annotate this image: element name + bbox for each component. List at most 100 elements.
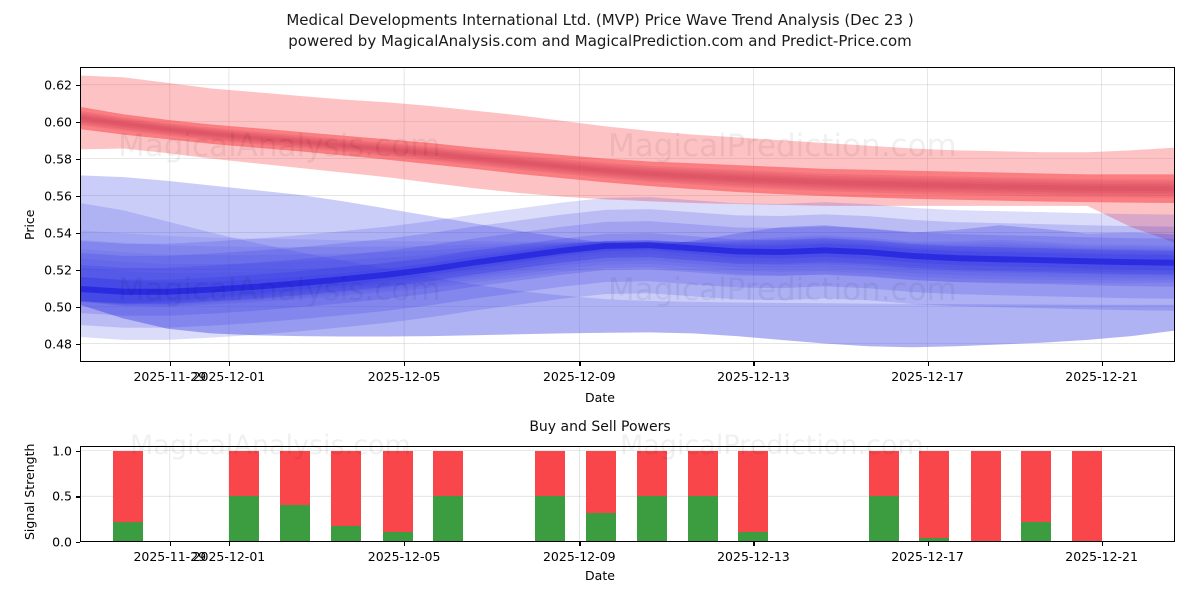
price-y-tickmark bbox=[76, 84, 80, 87]
signal-bar[interactable] bbox=[113, 450, 144, 542]
signal-x-axis-title: Date bbox=[585, 568, 615, 583]
signal-x-tick-label: 2025-12-21 bbox=[1065, 549, 1138, 564]
price-y-tick-label: 0.50 bbox=[44, 299, 72, 315]
buy-power-segment bbox=[919, 538, 950, 542]
price-x-tick-label: 2025-12-17 bbox=[891, 369, 964, 384]
price-x-tickmark bbox=[927, 362, 929, 366]
buy-power-segment bbox=[113, 521, 144, 542]
price-y-tickmark bbox=[76, 121, 80, 123]
price-x-tick-label: 2025-12-09 bbox=[542, 369, 616, 384]
signal-plot-area bbox=[80, 446, 1175, 542]
sell-power-segment bbox=[534, 450, 565, 497]
buy-power-segment bbox=[688, 496, 719, 542]
buy-power-segment bbox=[279, 505, 310, 542]
sell-power-segment bbox=[586, 450, 617, 513]
price-y-tick-label: 0.62 bbox=[44, 77, 72, 93]
signal-bar[interactable] bbox=[1072, 450, 1103, 542]
sell-power-segment bbox=[113, 450, 144, 522]
signal-x-tickmark bbox=[927, 542, 929, 546]
signal-bar[interactable] bbox=[432, 450, 463, 542]
signal-bar[interactable] bbox=[229, 450, 260, 542]
price-x-tick-label: 2025-11-29 bbox=[133, 369, 207, 384]
signal-x-tickmark bbox=[228, 542, 231, 546]
price-y-tickmark bbox=[76, 232, 80, 234]
signal-bar[interactable] bbox=[919, 450, 950, 542]
chart-title-main: Medical Developments International Ltd. … bbox=[286, 11, 914, 29]
buy-sell-powers-chart[interactable] bbox=[80, 446, 1175, 542]
price-y-tick-label: 0.52 bbox=[44, 262, 72, 278]
price-y-tick-label: 0.54 bbox=[44, 225, 72, 241]
signal-bar[interactable] bbox=[636, 450, 667, 542]
signal-bars-container bbox=[80, 446, 1175, 542]
price-x-tickmark bbox=[228, 362, 231, 366]
price-x-axis-title: Date bbox=[585, 390, 615, 405]
price-y-tickmark bbox=[76, 306, 80, 308]
signal-x-tick-label: 2025-12-05 bbox=[367, 549, 441, 564]
price-bands-svg bbox=[80, 67, 1175, 362]
sell-power-segment bbox=[970, 450, 1001, 542]
signal-bar[interactable] bbox=[688, 450, 719, 542]
buy-power-segment bbox=[382, 531, 413, 542]
signal-bar[interactable] bbox=[586, 450, 617, 542]
signal-bar[interactable] bbox=[534, 450, 565, 542]
price-x-tickmark bbox=[1101, 362, 1103, 366]
sell-power-segment bbox=[229, 450, 260, 497]
price-y-tickmark bbox=[76, 269, 80, 271]
price-y-tick-label: 0.58 bbox=[44, 151, 72, 167]
price-y-axis-title: Price bbox=[22, 209, 37, 241]
buy-power-segment bbox=[331, 526, 362, 542]
price-y-tickmark bbox=[76, 158, 80, 160]
signal-x-tick-label: 2025-12-01 bbox=[192, 549, 266, 564]
price-x-tickmark bbox=[404, 362, 406, 366]
signal-x-tickmark bbox=[753, 542, 755, 546]
buy-power-segment bbox=[229, 496, 260, 542]
signal-chart-title: Buy and Sell Powers bbox=[529, 419, 671, 435]
signal-y-axis-title: Signal Strength bbox=[22, 443, 37, 540]
signal-y-tick-label: 0.5 bbox=[52, 488, 72, 504]
signal-bar[interactable] bbox=[970, 450, 1001, 542]
signal-bar[interactable] bbox=[868, 450, 899, 542]
price-plot-area bbox=[80, 67, 1175, 362]
signal-x-tickmark bbox=[404, 542, 406, 546]
sell-power-segment bbox=[688, 450, 719, 497]
sell-power-segment bbox=[1072, 450, 1103, 542]
signal-x-tickmark bbox=[169, 542, 172, 546]
price-y-tickmark bbox=[76, 343, 80, 345]
sell-power-segment bbox=[1020, 450, 1051, 522]
price-x-tick-label: 2025-12-21 bbox=[1065, 369, 1138, 384]
signal-x-tick-label: 2025-12-17 bbox=[891, 549, 964, 564]
signal-bar[interactable] bbox=[382, 450, 413, 542]
signal-x-tick-label: 2025-12-09 bbox=[542, 549, 616, 564]
buy-power-segment bbox=[586, 512, 617, 542]
price-y-tick-label: 0.60 bbox=[44, 114, 72, 130]
buy-power-segment bbox=[534, 496, 565, 542]
signal-bar[interactable] bbox=[738, 450, 769, 542]
price-y-tickmark bbox=[76, 195, 80, 197]
signal-x-tickmark bbox=[579, 542, 581, 546]
signal-bar[interactable] bbox=[1020, 450, 1051, 542]
signal-y-tickmark bbox=[76, 450, 80, 452]
signal-y-tickmark bbox=[76, 496, 80, 498]
price-wave-chart[interactable] bbox=[80, 67, 1175, 362]
sell-power-segment bbox=[636, 450, 667, 497]
sell-power-segment bbox=[432, 450, 463, 497]
price-x-tickmark bbox=[169, 362, 172, 366]
chart-title-block: Medical Developments International Ltd. … bbox=[0, 10, 1200, 52]
price-x-tick-label: 2025-12-01 bbox=[192, 369, 266, 384]
sell-power-segment bbox=[738, 450, 769, 532]
signal-y-tickmark bbox=[76, 542, 80, 544]
buy-power-segment bbox=[970, 541, 1001, 542]
signal-bar[interactable] bbox=[279, 450, 310, 542]
sell-power-segment bbox=[279, 450, 310, 506]
price-y-tick-label: 0.48 bbox=[44, 336, 72, 352]
price-x-tick-label: 2025-12-05 bbox=[367, 369, 441, 384]
sell-power-segment bbox=[382, 450, 413, 532]
signal-bar[interactable] bbox=[331, 450, 362, 542]
signal-y-tick-label: 0.0 bbox=[52, 534, 72, 550]
price-y-tick-label: 0.56 bbox=[44, 188, 72, 204]
signal-y-tick-label: 1.0 bbox=[52, 443, 72, 459]
price-x-tickmark bbox=[753, 362, 755, 366]
buy-power-segment bbox=[1020, 521, 1051, 542]
price-x-tickmark bbox=[579, 362, 581, 366]
